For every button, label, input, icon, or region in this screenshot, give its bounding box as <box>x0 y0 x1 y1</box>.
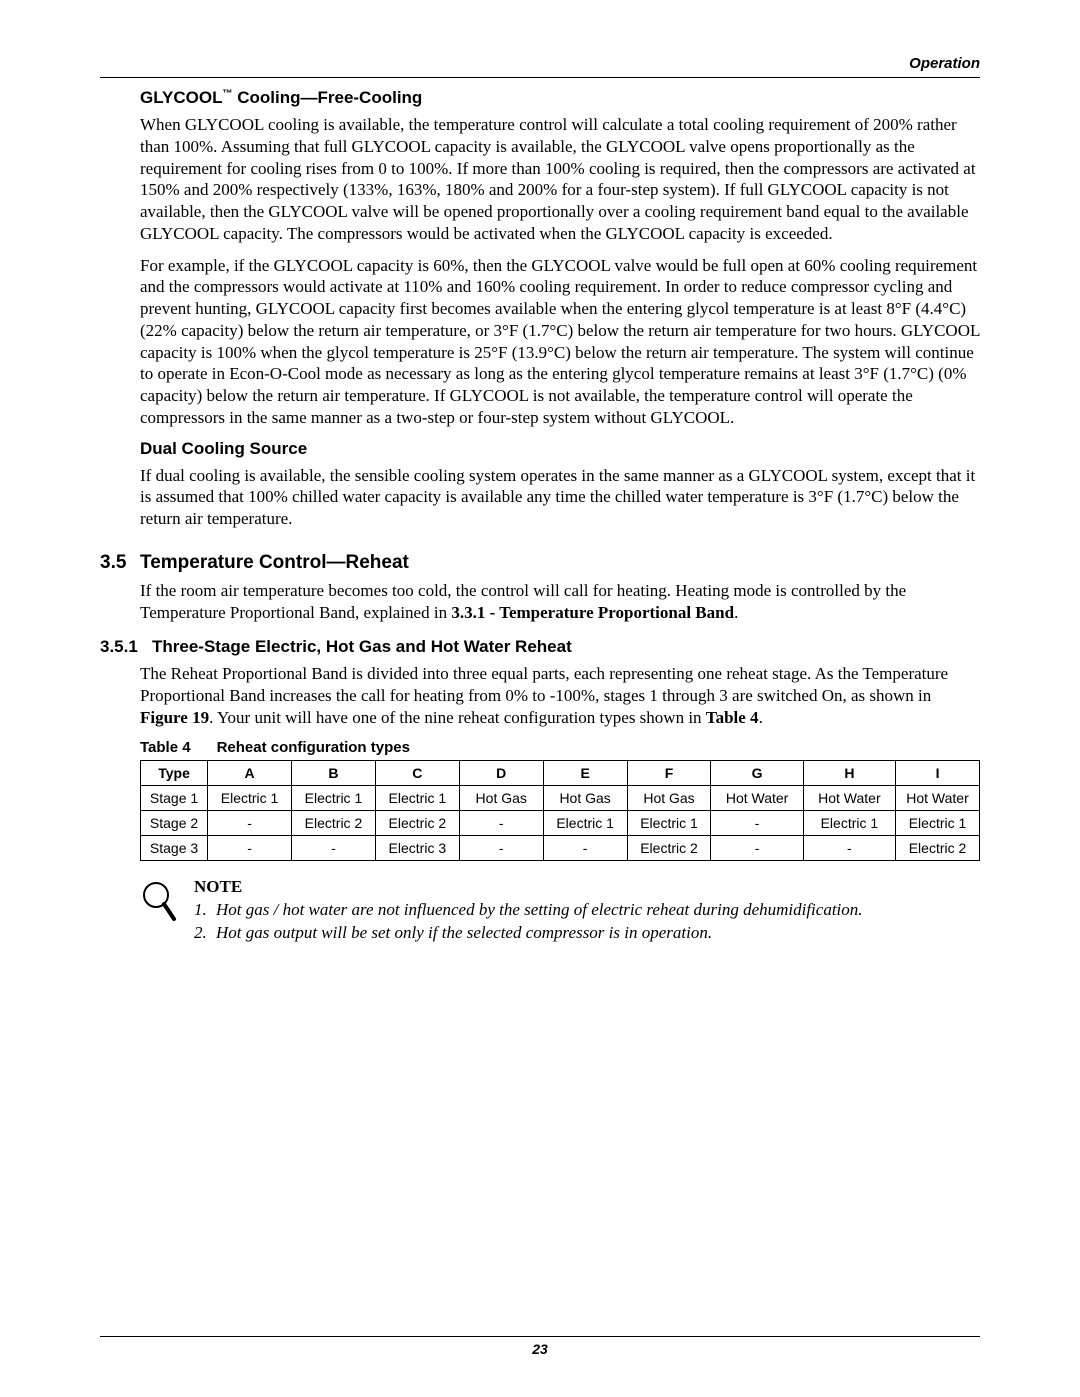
table-cell: Electric 1 <box>543 810 627 835</box>
table-4-col-5: E <box>543 760 627 785</box>
table-cell: Electric 2 <box>292 810 376 835</box>
glycool-tm: ™ <box>223 88 233 99</box>
table-4-col-3: C <box>375 760 459 785</box>
sec35-xref: 3.3.1 - Temperature Proportional Band <box>451 603 734 622</box>
table-cell: - <box>803 835 895 860</box>
table-4-col-7: G <box>711 760 803 785</box>
table-cell: Electric 1 <box>896 810 980 835</box>
note-item-text: Hot gas / hot water are not influenced b… <box>216 899 863 920</box>
note-item-number: 1. <box>194 899 216 920</box>
table-cell: Stage 1 <box>141 785 208 810</box>
table-cell: - <box>208 810 292 835</box>
table-4-title: Reheat configuration types <box>217 739 410 756</box>
table-cell: - <box>459 835 543 860</box>
sec351-text-3: . <box>759 708 763 727</box>
table-4-body: Stage 1Electric 1Electric 1Electric 1Hot… <box>141 785 980 860</box>
table-4-col-4: D <box>459 760 543 785</box>
note-title: NOTE <box>194 877 980 897</box>
table-cell: Electric 1 <box>375 785 459 810</box>
note-item-number: 2. <box>194 922 216 943</box>
section-3-5-1-number: 3.5.1 <box>100 637 152 657</box>
section-3-5-1-row: 3.5.1 Three-Stage Electric, Hot Gas and … <box>100 637 980 657</box>
magnifier-icon <box>140 877 194 946</box>
content-area: GLYCOOL™ Cooling—Free-Cooling When GLYCO… <box>140 88 980 530</box>
section-3-5-1-title: Three-Stage Electric, Hot Gas and Hot Wa… <box>152 637 572 657</box>
table-4-caption: Table 4 Reheat configuration types <box>140 739 980 756</box>
table-cell: - <box>711 810 803 835</box>
table-cell: Hot Water <box>896 785 980 810</box>
table-row: Stage 1Electric 1Electric 1Electric 1Hot… <box>141 785 980 810</box>
table-cell: Hot Gas <box>543 785 627 810</box>
note-body: NOTE 1.Hot gas / hot water are not influ… <box>194 877 980 946</box>
table-cell: - <box>543 835 627 860</box>
table-4-col-1: A <box>208 760 292 785</box>
table-cell: Stage 3 <box>141 835 208 860</box>
note-item: 2.Hot gas output will be set only if the… <box>194 922 980 943</box>
section-3-5-row: 3.5 Temperature Control—Reheat <box>100 552 980 574</box>
glycool-para-1: When GLYCOOL cooling is available, the t… <box>140 114 980 245</box>
table-cell: Hot Water <box>803 785 895 810</box>
table-row: Stage 3--Electric 3--Electric 2--Electri… <box>141 835 980 860</box>
note-block: NOTE 1.Hot gas / hot water are not influ… <box>140 877 980 946</box>
glycool-heading-pre: GLYCOOL <box>140 88 223 107</box>
footer: 23 <box>100 1336 980 1357</box>
table-cell: Hot Gas <box>459 785 543 810</box>
table-cell: Electric 1 <box>292 785 376 810</box>
table-cell: - <box>711 835 803 860</box>
table-cell: Electric 1 <box>208 785 292 810</box>
table-cell: Electric 2 <box>375 810 459 835</box>
table-cell: Hot Gas <box>627 785 711 810</box>
table-cell: Electric 1 <box>803 810 895 835</box>
table-cell: - <box>292 835 376 860</box>
page-number: 23 <box>100 1341 980 1357</box>
table-cell: Electric 2 <box>896 835 980 860</box>
table-4-col-9: I <box>896 760 980 785</box>
section-3-5-para: If the room air temperature becomes too … <box>140 580 980 624</box>
table-4-col-8: H <box>803 760 895 785</box>
table-cell: Hot Water <box>711 785 803 810</box>
top-rule <box>100 77 980 78</box>
table-4-col-6: F <box>627 760 711 785</box>
dual-para: If dual cooling is available, the sensib… <box>140 465 980 530</box>
glycool-para-2: For example, if the GLYCOOL capacity is … <box>140 255 980 429</box>
table-4: TypeABCDEFGHI Stage 1Electric 1Electric … <box>140 760 980 861</box>
sec351-fig-xref: Figure 19 <box>140 708 209 727</box>
table-cell: Electric 2 <box>627 835 711 860</box>
table-row: Stage 2-Electric 2Electric 2-Electric 1E… <box>141 810 980 835</box>
glycool-heading-post: Cooling—Free-Cooling <box>233 88 423 107</box>
sec351-text-1: The Reheat Proportional Band is divided … <box>140 664 948 705</box>
section-3-5-number: 3.5 <box>100 552 140 574</box>
table-4-header-row: TypeABCDEFGHI <box>141 760 980 785</box>
dual-heading: Dual Cooling Source <box>140 439 980 459</box>
table-cell: Stage 2 <box>141 810 208 835</box>
note-items: 1.Hot gas / hot water are not influenced… <box>194 899 980 944</box>
table-cell: - <box>208 835 292 860</box>
table-cell: Electric 1 <box>627 810 711 835</box>
table-cell: Electric 3 <box>375 835 459 860</box>
section-3-5-1-para: The Reheat Proportional Band is divided … <box>140 663 980 728</box>
table-4-col-2: B <box>292 760 376 785</box>
section-3-5-title: Temperature Control—Reheat <box>140 552 409 574</box>
table-4-col-0: Type <box>141 760 208 785</box>
sec35-text-post: . <box>734 603 738 622</box>
running-head-right: Operation <box>909 55 980 72</box>
sec351-tab-xref: Table 4 <box>706 708 759 727</box>
table-4-label: Table 4 <box>140 739 191 756</box>
sec351-text-2: . Your unit will have one of the nine re… <box>209 708 706 727</box>
note-item: 1.Hot gas / hot water are not influenced… <box>194 899 980 920</box>
page: Operation GLYCOOL™ Cooling—Free-Cooling … <box>0 0 1080 1397</box>
footer-rule <box>100 1336 980 1337</box>
table-cell: - <box>459 810 543 835</box>
note-item-text: Hot gas output will be set only if the s… <box>216 922 712 943</box>
glycool-heading: GLYCOOL™ Cooling—Free-Cooling <box>140 88 980 108</box>
